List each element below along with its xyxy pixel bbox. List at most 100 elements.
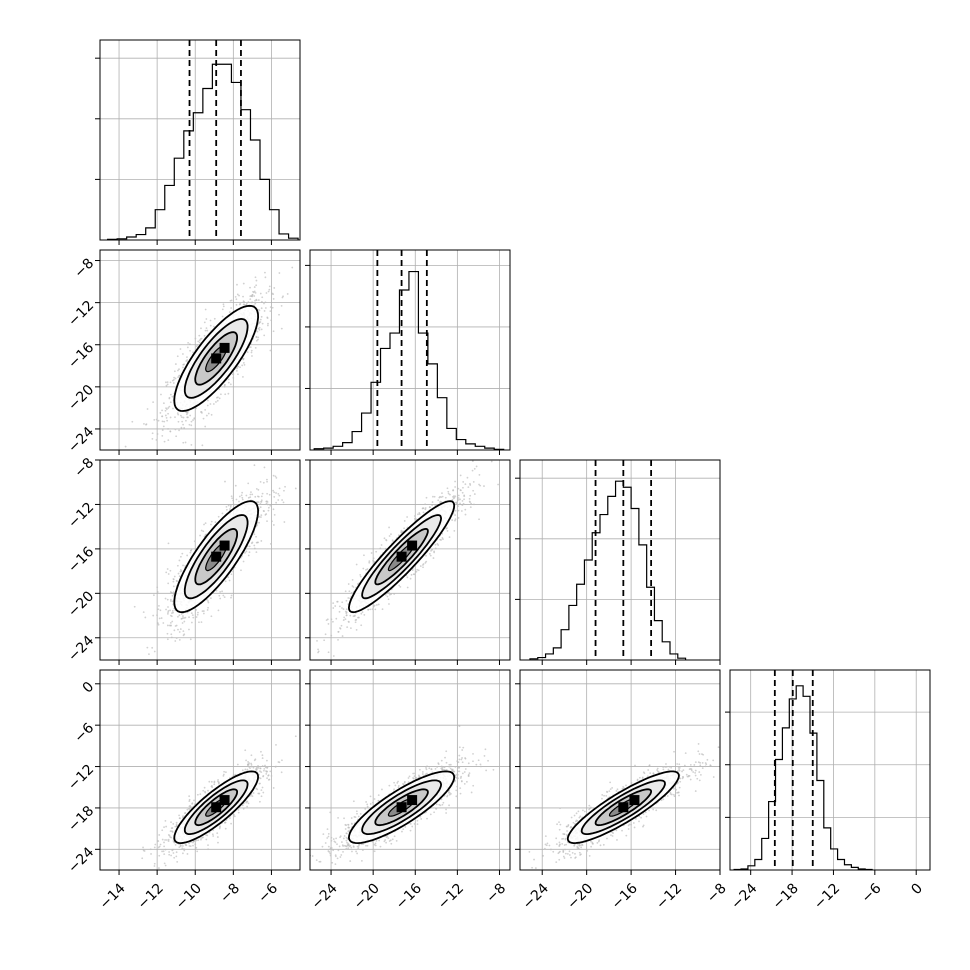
scatter-point [461, 491, 464, 494]
scatter-point [174, 416, 176, 419]
scatter-point [157, 419, 160, 422]
scatter-point [368, 560, 371, 563]
scatter-point [222, 303, 225, 306]
scatter-point [195, 608, 198, 611]
scatter-point [261, 492, 264, 495]
scatter-point [169, 569, 172, 572]
scatter-point [230, 596, 232, 599]
scatter-point [439, 538, 442, 541]
scatter-point [182, 353, 184, 355]
scatter-point [249, 493, 252, 496]
scatter-point [189, 551, 192, 554]
scatter-point [219, 597, 222, 600]
scatter-point [432, 495, 434, 498]
hist-panel-3 [725, 670, 930, 870]
scatter-point [430, 549, 432, 552]
scatter-point [250, 349, 253, 352]
scatter-point [215, 401, 217, 403]
scatter-point [381, 608, 384, 611]
scatter-point [269, 504, 272, 507]
scatter-point [246, 351, 249, 353]
scatter-point [452, 489, 455, 491]
scatter-point [263, 769, 265, 772]
scatter-point [469, 482, 471, 485]
density-peak [219, 540, 230, 551]
scatter-point [271, 306, 274, 309]
scatter-point [182, 634, 185, 637]
scatter-point [200, 529, 203, 532]
scatter-point [449, 493, 451, 496]
scatter-point [391, 539, 394, 542]
scatter-point [363, 554, 365, 557]
scatter-point [278, 313, 280, 316]
scatter-point [259, 292, 262, 295]
scatter-point [275, 476, 278, 479]
scatter-point [462, 502, 465, 505]
scatter-point [352, 586, 355, 588]
scatter-point [164, 414, 167, 417]
scatter-point [255, 336, 258, 339]
scatter-point [363, 614, 366, 616]
scatter-point [161, 434, 164, 437]
scatter-point [454, 509, 457, 512]
scatter-point [233, 815, 236, 818]
scatter-point [165, 825, 168, 828]
scatter-point [172, 591, 175, 594]
scatter-point [143, 422, 145, 425]
scatter-point [338, 610, 341, 613]
scatter-point [406, 516, 409, 518]
scatter-point [385, 539, 388, 542]
scatter-point [372, 557, 375, 560]
scatter-point [250, 491, 252, 493]
scatter-point [213, 317, 216, 320]
scatter-point [261, 322, 264, 325]
scatter-point [169, 622, 172, 624]
scatter-point [497, 483, 500, 486]
scatter-point [356, 583, 359, 585]
scatter-point [249, 496, 252, 498]
scatter-point [162, 425, 165, 428]
scatter-point [163, 845, 166, 848]
scatter-point [270, 775, 273, 777]
scatter-point [155, 418, 158, 421]
scatter-point [451, 498, 454, 501]
scatter-content [133, 464, 297, 656]
density-peak [407, 540, 418, 551]
scatter-point [166, 381, 169, 384]
scatter-point [462, 481, 465, 483]
scatter-point [347, 597, 350, 599]
scatter-point [280, 305, 283, 307]
scatter-point [201, 610, 204, 613]
scatter-point [346, 626, 349, 629]
scatter-point [275, 743, 277, 746]
scatter-point [258, 322, 261, 324]
scatter-point [387, 598, 390, 601]
scatter-point [185, 360, 188, 362]
scatter-point [198, 341, 201, 344]
scatter-point [184, 616, 187, 619]
scatter-point [250, 351, 253, 354]
scatter-point [436, 542, 439, 545]
scatter-point [266, 317, 269, 319]
scatter-point [156, 433, 159, 435]
scatter-point [253, 464, 256, 467]
scatter-point [260, 500, 263, 503]
scatter-frame-2-1 [309, 459, 511, 661]
scatter-point [466, 476, 469, 479]
scatter-point [241, 804, 244, 807]
scatter-point [230, 307, 233, 309]
scatter-point [380, 544, 383, 546]
scatter-point [269, 310, 272, 313]
scatter-point [277, 492, 280, 495]
scatter-point [459, 502, 461, 505]
scatter-point [227, 392, 230, 395]
scatter-point [242, 300, 245, 303]
scatter-point [261, 296, 264, 299]
scatter-point [217, 609, 220, 612]
hist-panel-1 [305, 250, 510, 450]
scatter-point [252, 291, 255, 294]
scatter-point [390, 593, 392, 596]
scatter-point [169, 600, 172, 602]
scatter-point [259, 506, 262, 509]
